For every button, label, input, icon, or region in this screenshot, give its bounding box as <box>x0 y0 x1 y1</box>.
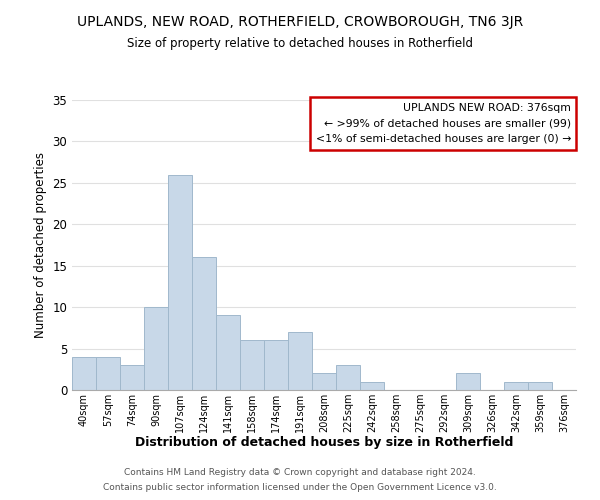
Bar <box>288 332 312 390</box>
Bar <box>360 382 384 390</box>
Bar <box>72 357 96 390</box>
Text: Contains public sector information licensed under the Open Government Licence v3: Contains public sector information licen… <box>103 483 497 492</box>
Bar <box>120 365 144 390</box>
Text: UPLANDS, NEW ROAD, ROTHERFIELD, CROWBOROUGH, TN6 3JR: UPLANDS, NEW ROAD, ROTHERFIELD, CROWBORO… <box>77 15 523 29</box>
Bar <box>312 374 336 390</box>
Text: Distribution of detached houses by size in Rotherfield: Distribution of detached houses by size … <box>135 436 513 449</box>
Bar <box>528 382 552 390</box>
Text: UPLANDS NEW ROAD: 376sqm
← >99% of detached houses are smaller (99)
<1% of semi-: UPLANDS NEW ROAD: 376sqm ← >99% of detac… <box>316 103 571 144</box>
Bar <box>168 174 192 390</box>
Bar <box>192 258 216 390</box>
Bar <box>144 307 168 390</box>
Bar <box>216 316 240 390</box>
Text: Contains HM Land Registry data © Crown copyright and database right 2024.: Contains HM Land Registry data © Crown c… <box>124 468 476 477</box>
Bar <box>240 340 264 390</box>
Text: Size of property relative to detached houses in Rotherfield: Size of property relative to detached ho… <box>127 38 473 51</box>
Bar <box>264 340 288 390</box>
Bar <box>96 357 120 390</box>
Y-axis label: Number of detached properties: Number of detached properties <box>34 152 47 338</box>
Bar <box>336 365 360 390</box>
Bar <box>504 382 528 390</box>
Bar <box>456 374 480 390</box>
